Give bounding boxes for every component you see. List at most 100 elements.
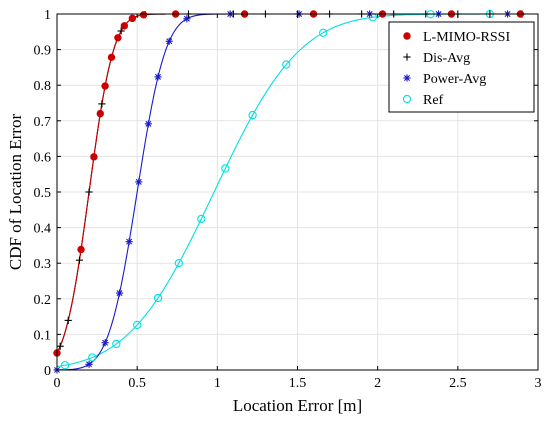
legend-label: Power-Avg [423, 72, 486, 87]
series-2-point-d2 [166, 38, 173, 45]
y-tick-label: 0.1 [34, 328, 52, 343]
series-3-point [248, 110, 257, 120]
series-3-point-shape [221, 164, 230, 173]
series-1-point [64, 316, 72, 324]
series-3-point-shape [112, 339, 121, 349]
series-2-point [183, 15, 191, 23]
series-3-point [133, 320, 142, 330]
series-3-point-shape [153, 293, 163, 303]
x-axis-label: Location Error [m] [233, 396, 362, 415]
series-0-point [101, 82, 109, 90]
y-tick-label: 0.3 [34, 257, 52, 272]
series-0-point [77, 245, 85, 254]
y-tick-label: 0.7 [34, 115, 52, 130]
series-0-point-shape [114, 34, 122, 42]
y-tick-label: 1 [44, 8, 51, 23]
y-tick-label: 0 [44, 364, 51, 379]
legend-marker [403, 53, 411, 61]
legend-item: Dis-Avg [403, 51, 470, 66]
series-2-point-d2 [135, 178, 142, 185]
series-3-point [197, 214, 206, 224]
series-3-point-shape [133, 320, 142, 330]
series-2-point-d2 [145, 120, 152, 127]
y-tick-label: 0.6 [34, 150, 52, 165]
x-tick-label: 3 [535, 376, 542, 391]
series-3-point [112, 339, 121, 349]
x-tick-label: 1 [214, 376, 221, 391]
y-tick-label: 0.8 [34, 79, 52, 94]
series-3-point [282, 60, 291, 69]
legend-marker [403, 32, 411, 40]
y-tick-label: 0.9 [34, 44, 52, 59]
series-3-point-shape [197, 214, 206, 224]
series-0-point [120, 22, 129, 30]
series-3-point [319, 28, 328, 37]
axis-ticks: 0 0.5 1 1.5 2 2.5 3 0 0.1 0.2 0.3 0.4 0.5 0.6 0.7 0.8 0.… [34, 8, 542, 391]
series-0-point-shape [96, 109, 104, 118]
legend-label: Dis-Avg [423, 51, 470, 66]
legend-label: Ref [423, 93, 444, 108]
series-2-point-d2 [155, 73, 161, 80]
series-1-point [117, 27, 125, 35]
series-2-point [135, 178, 143, 186]
series-1-point [98, 100, 106, 108]
series-3-point [221, 164, 230, 173]
x-tick-label: 2 [374, 376, 381, 391]
x-tick-label: 0.5 [128, 376, 146, 391]
x-tick-label: 2.5 [449, 376, 467, 391]
series-3-point [88, 353, 97, 362]
legend-marker-shape [402, 94, 412, 104]
series-0-point [139, 11, 148, 19]
series-1-point [85, 188, 93, 196]
series-2-point-d2 [126, 238, 133, 245]
series-1-point [75, 256, 84, 264]
series-0-point-shape [139, 11, 148, 19]
series-2-point [85, 360, 93, 368]
series-3-point [60, 361, 70, 370]
x-tick-label: 0 [54, 376, 61, 391]
series-0-point-shape [120, 22, 129, 30]
series-2-point-d2 [86, 361, 93, 368]
series-2-point [125, 238, 133, 246]
legend-label: L-MIMO-RSSI [423, 30, 510, 45]
series-0-point [128, 14, 137, 23]
series-3-point-shape [248, 110, 257, 120]
legend-marker [403, 74, 411, 82]
series-3-point-shape [174, 258, 184, 268]
series-0-point-shape [128, 14, 137, 23]
series-2-point [144, 120, 152, 128]
series-0-point [114, 34, 122, 42]
series-3-point-shape [60, 361, 70, 370]
series-3-point [174, 258, 184, 268]
series-2-point [154, 73, 162, 81]
series-3-point [153, 293, 163, 303]
y-tick-label: 0.2 [34, 293, 52, 308]
series-0-point-shape [90, 153, 98, 161]
series-0-point-shape [107, 53, 116, 62]
series-3-point-shape [88, 353, 97, 362]
legend-box [388, 21, 535, 113]
series-0-point-shape [101, 82, 109, 90]
series-3-point-shape [319, 28, 328, 37]
series-0-point-shape [77, 245, 85, 254]
series-3-point-shape [282, 60, 291, 69]
legend-marker-shape [403, 32, 411, 40]
series-2-point [115, 289, 124, 297]
y-tick-label: 0.4 [34, 222, 52, 237]
y-tick-label: 0.5 [34, 186, 52, 201]
legend-item: L-MIMO-RSSI [403, 30, 510, 45]
y-axis-label: CDF of Location Error [6, 114, 25, 271]
series-2-point-d2 [102, 339, 109, 346]
legend-item: Ref [402, 93, 444, 108]
series-0-point [107, 53, 116, 62]
series-1-point [56, 342, 64, 350]
series-0-point [96, 109, 104, 118]
series-2-point [101, 339, 109, 347]
legend-marker-d2 [404, 75, 410, 81]
series-0-point [90, 153, 98, 161]
legend: L-MIMO-RSSI Dis-Avg Power-Avg Ref [388, 21, 535, 113]
legend-item: Power-Avg [403, 72, 486, 87]
x-tick-label: 1.5 [289, 376, 307, 391]
series-2-point-d2 [116, 290, 123, 297]
